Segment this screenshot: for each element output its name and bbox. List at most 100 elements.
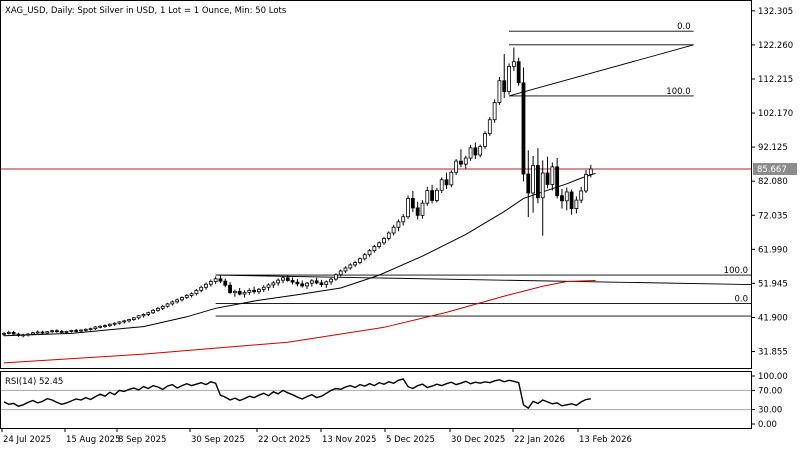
candle-body [276, 279, 281, 284]
candle-body [410, 198, 415, 209]
candle-body [165, 303, 170, 307]
candle-body [232, 290, 237, 294]
price-axis[interactable]: 132.305 122.260 112.215 102.170 92.125 82.080… [751, 7, 797, 358]
candle-body [281, 277, 285, 281]
candle-body [430, 190, 434, 201]
fib-level-label: 0.0 [677, 22, 691, 32]
fib-trendline [215, 274, 752, 286]
candle-body [555, 166, 560, 197]
candle-body [545, 172, 550, 185]
candle-body [266, 284, 271, 288]
candle-body [103, 325, 107, 328]
candle-body [343, 267, 348, 272]
candle-body [492, 102, 497, 121]
candle-body [194, 289, 199, 295]
rsi-title: RSI(14) 52.45 [5, 377, 63, 387]
candle-body [2, 333, 6, 335]
candle-body [434, 189, 439, 201]
current-price-tag [753, 163, 797, 176]
candle-body [252, 289, 257, 293]
candle-body [223, 280, 228, 286]
price-tick-label: 122.260 [758, 41, 793, 51]
candle-body [151, 309, 156, 314]
candle-body [83, 328, 88, 331]
candle-body [93, 326, 98, 330]
candle-body [569, 191, 574, 209]
price-tick-label: 82.080 [758, 177, 788, 187]
price-tick-label: 102.170 [758, 109, 793, 119]
candle-body [261, 286, 266, 290]
candle-body [487, 119, 492, 135]
candle-body [362, 254, 367, 260]
price-tick-label: 41.900 [758, 313, 788, 323]
candle-body [478, 146, 483, 156]
candle-body [131, 317, 136, 320]
candle-body [242, 291, 247, 295]
candle-body [367, 250, 372, 256]
rsi-tick-label: 100.00 [758, 372, 788, 382]
candle-body [382, 238, 386, 244]
candle-body [26, 333, 30, 336]
price-tick-label: 132.305 [758, 7, 793, 17]
candle-body [439, 179, 444, 191]
main-panel-frame [0, 0, 752, 369]
candle-body [184, 295, 189, 298]
time-tick-label: 13 Feb 2026 [579, 435, 632, 445]
rsi-line [3, 378, 591, 410]
candle-body [564, 191, 569, 202]
candle-body [406, 198, 410, 218]
candle-body [247, 289, 252, 293]
candle-body [536, 165, 540, 199]
candle-body [136, 315, 141, 319]
fib-level-label: 0.0 [734, 295, 748, 305]
candle-body [588, 168, 593, 175]
candle-body [295, 281, 300, 285]
ma-fast-line [3, 172, 596, 337]
candle-body [189, 293, 194, 296]
candle-body [228, 284, 232, 294]
rsi-tick-label: 0.00 [758, 420, 777, 430]
candle-body [180, 297, 184, 301]
candle-body [560, 195, 564, 202]
candle-body [107, 323, 112, 327]
candle-body [300, 283, 305, 287]
fib-trendline [508, 44, 694, 97]
price-tick-label: 51.945 [758, 279, 788, 289]
candle-body [218, 278, 223, 282]
candle-body [348, 264, 353, 269]
candle-body [324, 281, 329, 285]
candle-body [372, 246, 377, 252]
candle-body [550, 166, 555, 185]
candle-body [50, 330, 54, 333]
time-tick-label: 24 Jul 2025 [3, 435, 51, 445]
price-tick-label: 92.125 [758, 143, 788, 153]
candle-body [160, 305, 165, 309]
candle-body [305, 282, 309, 287]
price-tick-label: 112.215 [758, 75, 793, 85]
candle-body [521, 82, 526, 175]
candle-body [497, 80, 502, 103]
candle-body [98, 325, 103, 328]
candle-body [377, 242, 382, 247]
rsi-panel-frame [0, 371, 752, 429]
candle-body [386, 232, 391, 239]
candle-body [285, 277, 290, 281]
candle-body [45, 331, 50, 334]
candle-body [79, 329, 83, 332]
candle-body [401, 216, 406, 223]
candle-body [463, 157, 468, 165]
candle-body [420, 202, 425, 216]
rsi-tick-label: 70.00 [758, 386, 782, 396]
candle-body [127, 319, 131, 322]
candle-body [122, 320, 127, 323]
candle-body [213, 278, 218, 282]
candle-body [329, 278, 333, 283]
candle-body [415, 207, 420, 216]
candle-body [391, 226, 396, 234]
candle-body [309, 280, 314, 284]
candle-body [579, 190, 584, 201]
candle-body [59, 330, 64, 333]
